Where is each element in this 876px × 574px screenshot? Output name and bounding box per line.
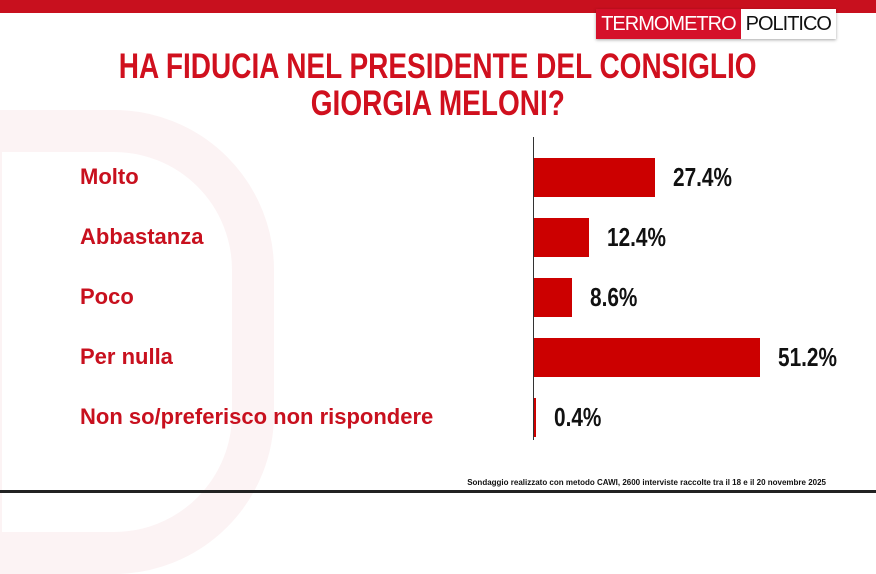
logo: TERMOMETRO POLITICO [596,9,836,39]
footer-note: Sondaggio realizzato con metodo CAWI, 26… [467,478,826,487]
value-label: 8.6% [590,282,638,312]
logo-part2: POLITICO [740,9,836,39]
title-line-1: HA FIDUCIA NEL PRESIDENTE DEL CONSIGLIO [119,47,757,86]
category-label: Poco [80,284,134,309]
value-label: 51.2% [778,342,838,372]
chart-title: HA FIDUCIA NEL PRESIDENTE DEL CONSIGLIO … [0,48,876,122]
logo-part1: TERMOMETRO [596,9,741,39]
bar [534,218,589,257]
axis-line [533,137,534,440]
category-label: Per nulla [80,344,173,369]
bar [534,278,572,317]
category-label: Non so/preferisco non rispondere [80,404,434,429]
title-line-2: GIORGIA MELONI? [310,84,566,123]
value-label: 12.4% [606,222,666,252]
category-label: Abbastanza [80,224,204,249]
bar [534,338,761,377]
bottom-line [0,490,876,493]
bar [534,398,536,437]
value-label: 0.4% [554,402,602,432]
category-label: Molto [80,164,139,189]
title-line-1-row: HA FIDUCIA NEL PRESIDENTE DEL CONSIGLIO [0,48,876,85]
bar [534,158,656,197]
title-line-2-row: GIORGIA MELONI? [0,85,876,122]
value-label: 27.4% [673,162,733,192]
